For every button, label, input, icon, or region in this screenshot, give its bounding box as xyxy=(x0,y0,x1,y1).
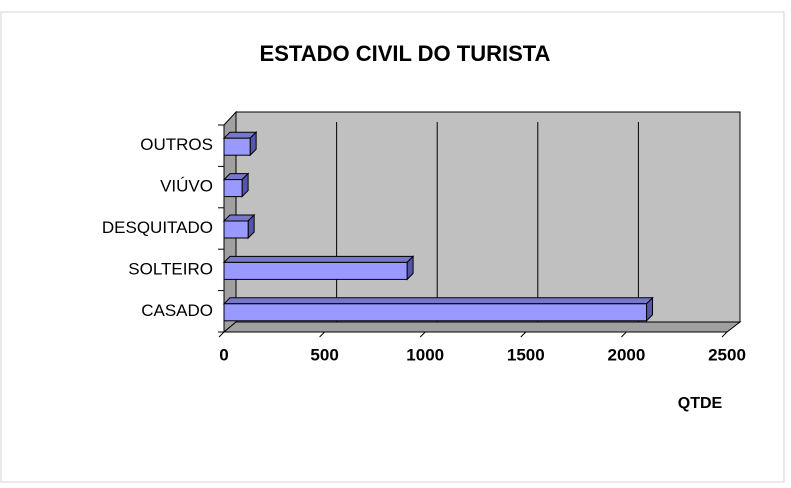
x-tick-label: 1500 xyxy=(507,345,545,364)
x-tick xyxy=(621,331,627,338)
bar-top xyxy=(222,297,654,305)
y-tick-label: OUTROS xyxy=(140,135,213,154)
x-tick xyxy=(520,331,527,338)
y-tick-label: VIÚVO xyxy=(160,177,213,196)
bar xyxy=(223,261,408,280)
x-tick-label: 0 xyxy=(219,345,228,364)
back-wall xyxy=(235,111,741,323)
x-tick-label: 2500 xyxy=(708,345,746,364)
x-tick-label: 2000 xyxy=(607,345,645,364)
x-tick xyxy=(419,331,426,338)
x-tick xyxy=(218,331,225,338)
x-tick xyxy=(319,331,325,338)
bar xyxy=(223,179,243,198)
floor xyxy=(222,321,742,333)
chart-title: ESTADO CIVIL DO TURISTA xyxy=(260,41,551,66)
bar xyxy=(223,303,648,322)
bar xyxy=(223,137,251,156)
y-tick-label: DESQUITADO xyxy=(102,218,213,237)
y-tick-label: SOLTEIRO xyxy=(128,259,213,278)
bar-top xyxy=(222,255,415,263)
y-tick-label: CASADO xyxy=(141,301,213,320)
bar xyxy=(223,220,249,239)
x-axis-title: QTDE xyxy=(678,395,723,412)
x-tick xyxy=(721,331,728,338)
x-tick-label: 1000 xyxy=(406,345,444,364)
x-tick-label: 500 xyxy=(310,345,338,364)
